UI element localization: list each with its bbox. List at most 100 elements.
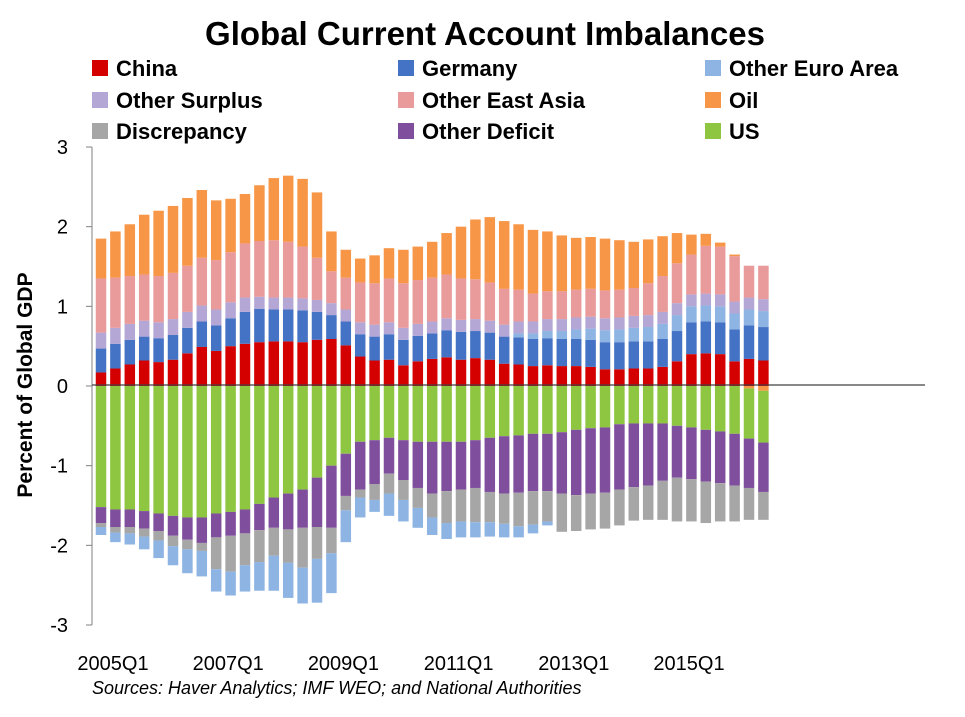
bar-us <box>239 386 251 510</box>
bar-oil <box>167 205 179 273</box>
bar-discrepancy <box>110 527 121 533</box>
bar-other-deficit <box>542 433 553 492</box>
bar-other-deficit <box>484 437 496 492</box>
bar-other-east-asia <box>398 283 409 328</box>
bar-other-euro-area <box>657 323 668 339</box>
bar-other-euro-area <box>369 499 380 512</box>
bar-other-deficit <box>700 429 712 482</box>
bar-china <box>484 359 496 386</box>
bar-other-surplus <box>340 309 352 322</box>
bar-other-deficit <box>455 441 467 490</box>
bar-us <box>628 386 640 424</box>
bar-discrepancy <box>239 533 251 566</box>
bar-oil <box>383 248 395 279</box>
bar-other-surplus <box>484 320 496 333</box>
bar-germany <box>542 338 553 366</box>
bar-discrepancy <box>167 535 179 547</box>
bar-oil <box>210 200 222 261</box>
bar-oil <box>124 224 136 277</box>
bar-other-euro-area <box>354 497 366 518</box>
bar-other-euro-area <box>398 499 409 522</box>
bar-oil <box>182 197 193 266</box>
bar-other-deficit <box>570 429 582 496</box>
bar-oil <box>614 240 625 290</box>
bar-china <box>527 366 539 386</box>
bar-other-east-asia <box>585 288 596 317</box>
legend: China Germany Other Euro Area Other Surplus… <box>92 56 899 144</box>
bar-oil <box>268 178 280 241</box>
bar-discrepancy <box>297 527 308 568</box>
bar-other-surplus <box>657 311 668 324</box>
bar-discrepancy <box>642 485 654 520</box>
bar-china <box>441 357 452 386</box>
bar-us <box>398 386 409 441</box>
y-axis-label: Percent of Global GDP <box>14 272 37 497</box>
bar-other-euro-area <box>282 562 294 598</box>
bar-other-euro-area <box>297 567 308 604</box>
bar-germany <box>758 327 769 361</box>
bar-other-euro-area <box>585 328 596 340</box>
bar-other-deficit <box>426 441 438 494</box>
bar-other-deficit <box>326 465 337 528</box>
bar-us <box>455 386 467 442</box>
bar-other-deficit <box>628 423 640 488</box>
bar-germany <box>570 338 582 367</box>
bar-oil <box>326 231 337 272</box>
bar-discrepancy <box>542 491 553 522</box>
bar-germany <box>498 336 510 364</box>
bar-us <box>758 390 769 443</box>
bar-other-east-asia <box>369 283 380 325</box>
bar-discrepancy <box>210 537 222 570</box>
bar-oil <box>95 238 107 279</box>
bar-other-euro-area <box>743 309 755 326</box>
bar-other-surplus <box>124 323 136 340</box>
x-axis-ticks: 2005Q1 2007Q1 2009Q1 2011Q1 2013Q1 2015Q1 <box>77 653 724 675</box>
bar-other-surplus <box>614 317 625 330</box>
bar-other-euro-area <box>153 540 164 559</box>
bar-other-surplus <box>268 297 280 310</box>
bar-other-surplus <box>686 294 697 307</box>
bar-oil <box>297 178 308 247</box>
bar-other-euro-area <box>225 571 236 596</box>
bar-china <box>628 368 640 386</box>
bar-china <box>455 359 467 386</box>
bar-us <box>498 386 510 437</box>
bar-china <box>311 339 323 386</box>
bar-other-surplus <box>225 302 236 319</box>
bar-other-east-asia <box>657 276 668 312</box>
bar-germany <box>412 335 424 362</box>
bar-us <box>110 386 121 510</box>
bar-oil <box>369 255 380 284</box>
bar-oil <box>599 238 611 291</box>
bar-other-euro-area <box>124 533 136 545</box>
bar-other-surplus <box>182 311 193 328</box>
bar-germany <box>124 339 136 365</box>
bar-germany <box>182 327 193 354</box>
legend-swatch-us <box>705 123 721 139</box>
bar-discrepancy <box>585 493 596 530</box>
bar-us <box>585 386 596 429</box>
bar-germany <box>657 338 668 367</box>
bar-other-deficit <box>239 509 251 534</box>
bar-us <box>95 386 107 508</box>
bar-other-euro-area <box>527 333 539 339</box>
bar-china <box>383 359 395 386</box>
bar-oil <box>455 226 467 279</box>
bar-oil <box>542 231 553 292</box>
bar-us <box>513 386 524 436</box>
bar-oil <box>110 231 121 278</box>
bar-other-deficit <box>729 433 740 486</box>
legend-label-oil: Oil <box>729 88 758 113</box>
bar-china <box>196 346 208 386</box>
bar-germany <box>455 331 467 360</box>
legend-label-other-east-asia: Other East Asia <box>422 88 586 113</box>
bar-us <box>441 386 452 442</box>
bar-oil <box>714 242 726 247</box>
x-tick-label: 2007Q1 <box>193 653 264 675</box>
bar-other-euro-area <box>729 313 740 330</box>
bar-other-east-asia <box>729 256 740 302</box>
bar-other-surplus <box>700 293 712 306</box>
bar-discrepancy <box>182 539 193 550</box>
bar-other-euro-area <box>470 522 481 538</box>
bar-other-surplus <box>513 321 524 334</box>
